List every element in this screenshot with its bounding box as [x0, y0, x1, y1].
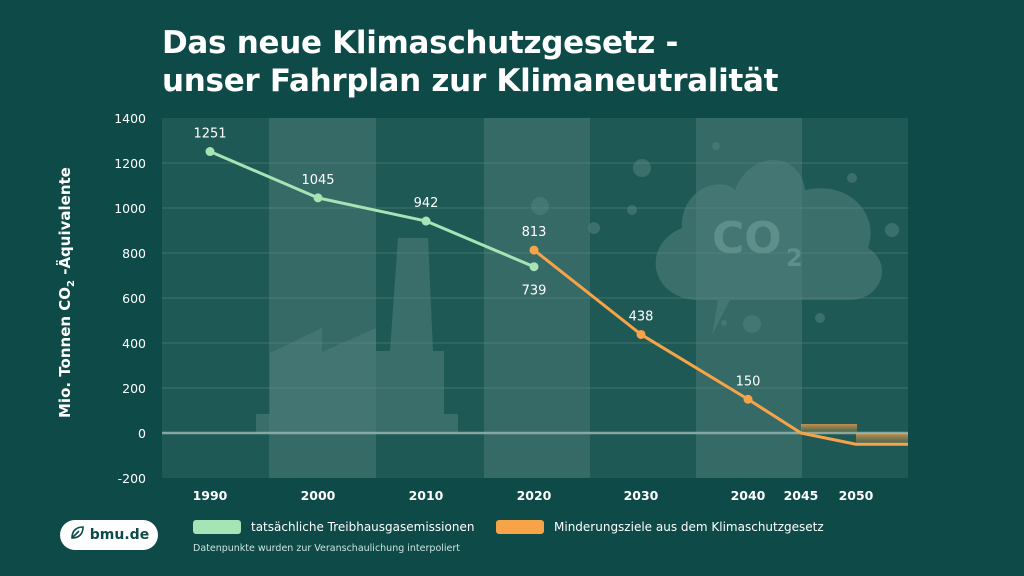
actual-point — [529, 262, 539, 272]
data-label: 942 — [414, 196, 439, 211]
actual-series-line — [209, 150, 535, 269]
cloud-co2-subscript: 2 — [786, 244, 803, 272]
target-series-line — [533, 248, 908, 446]
data-label: 813 — [522, 225, 547, 240]
legend-swatch-target — [496, 520, 544, 534]
y-tick-label: 200 — [122, 381, 146, 396]
data-label: 1045 — [301, 173, 334, 188]
legend-actual: tatsächliche Treibhausgasemissionen — [193, 520, 474, 534]
bubble-decoration — [721, 320, 727, 326]
x-tick-label: 2050 — [839, 488, 874, 503]
y-tick-label: 1200 — [114, 156, 146, 171]
x-tick-label: 2045 — [784, 488, 819, 503]
x-tick-label: 2010 — [409, 488, 444, 503]
bubble-decoration — [633, 159, 651, 177]
y-tick-label: 1400 — [114, 111, 146, 126]
x-tick-label: 1990 — [193, 488, 228, 503]
data-label: 438 — [629, 309, 654, 324]
legend-swatch-actual — [193, 520, 241, 534]
bubble-decoration — [847, 173, 857, 183]
factory-illustration — [256, 238, 458, 433]
target-point — [529, 245, 539, 255]
y-tick-label: 800 — [122, 246, 146, 261]
bubble-decoration — [627, 205, 637, 215]
y-tick-label: -200 — [118, 471, 146, 486]
x-tick-label: 2040 — [731, 488, 766, 503]
cloud-co2-text: CO — [712, 213, 782, 264]
target-zone-2045 — [801, 424, 857, 433]
bubble-decoration — [885, 223, 899, 237]
legend-label-target: Minderungsziele aus dem Klimaschutzgeset… — [554, 520, 824, 534]
target-point — [743, 394, 753, 404]
x-tick-label: 2020 — [517, 488, 552, 503]
y-tick-label: 1000 — [114, 201, 146, 216]
bubble-decoration — [712, 142, 720, 150]
cloud-illustration — [655, 160, 883, 335]
x-tick-label: 2030 — [624, 488, 659, 503]
y-tick-label: 0 — [138, 426, 146, 441]
data-label: 150 — [736, 374, 761, 389]
data-label: 1251 — [193, 127, 226, 142]
actual-point — [421, 216, 431, 226]
title-line-1: Das neue Klimaschutzgesetz - — [162, 25, 679, 61]
x-tick-label: 2000 — [301, 488, 336, 503]
actual-point — [313, 193, 323, 203]
data-label: 739 — [522, 284, 547, 299]
bubble-decoration — [531, 197, 549, 215]
chart-title: Das neue Klimaschutzgesetz - unser Fahrp… — [162, 24, 778, 100]
target-zone-2050 — [856, 433, 908, 445]
legend-label-actual: tatsächliche Treibhausgasemissionen — [251, 520, 475, 534]
y-tick-label: 400 — [122, 336, 146, 351]
bmu-logo[interactable]: bmu.de — [60, 520, 158, 550]
logo-text: bmu.de — [89, 527, 150, 543]
actual-point — [205, 147, 215, 157]
bubble-decoration — [815, 313, 825, 323]
footnote: Datenpunkte wurden zur Veranschaulichung… — [193, 543, 461, 554]
legend-target: Minderungsziele aus dem Klimaschutzgeset… — [496, 520, 824, 534]
bubble-decoration — [743, 315, 761, 333]
y-tick-label: 600 — [122, 291, 146, 306]
target-point — [636, 329, 646, 339]
leaf-icon — [69, 525, 85, 545]
y-axis-label: Mio. Tonnen CO2 -Äquivalente — [56, 167, 77, 418]
title-line-2: unser Fahrplan zur Klimaneutralität — [162, 63, 779, 99]
bubble-decoration — [588, 222, 600, 234]
